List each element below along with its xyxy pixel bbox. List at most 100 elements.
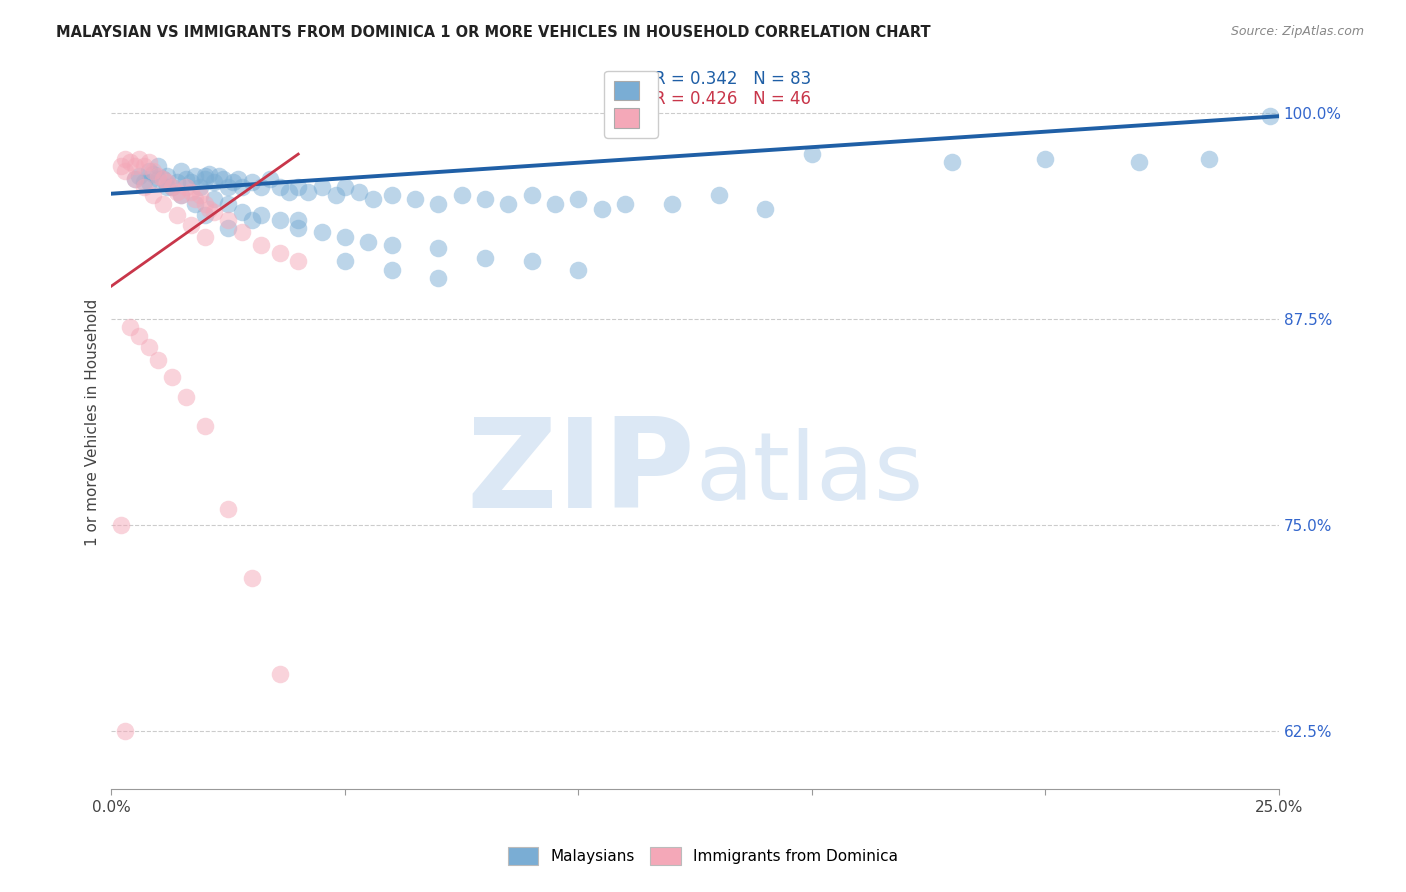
Point bbox=[404, 192, 426, 206]
Point bbox=[226, 172, 249, 186]
Point bbox=[188, 180, 211, 194]
Point bbox=[259, 172, 281, 186]
Point bbox=[120, 320, 142, 334]
Point bbox=[198, 167, 221, 181]
Point bbox=[1258, 109, 1281, 123]
Point bbox=[269, 213, 291, 227]
Point bbox=[146, 159, 169, 173]
Point bbox=[222, 175, 245, 189]
Point bbox=[170, 163, 193, 178]
Text: R = 0.342   N = 83: R = 0.342 N = 83 bbox=[654, 70, 811, 88]
Text: R = 0.426   N = 46: R = 0.426 N = 46 bbox=[654, 90, 811, 108]
Point bbox=[240, 571, 263, 585]
Point bbox=[269, 180, 291, 194]
Y-axis label: 1 or more Vehicles in Household: 1 or more Vehicles in Household bbox=[86, 299, 100, 546]
Point bbox=[333, 180, 356, 194]
Point bbox=[184, 192, 207, 206]
Point bbox=[156, 175, 179, 189]
Point bbox=[194, 196, 217, 211]
Point bbox=[128, 328, 150, 343]
Point bbox=[138, 340, 160, 354]
Point bbox=[217, 213, 239, 227]
Point bbox=[567, 192, 589, 206]
Point bbox=[110, 159, 132, 173]
Point bbox=[240, 213, 263, 227]
Point bbox=[208, 169, 231, 183]
Point bbox=[194, 169, 217, 183]
Point bbox=[567, 262, 589, 277]
Point bbox=[142, 167, 165, 181]
Point bbox=[160, 180, 183, 194]
Point bbox=[156, 169, 179, 183]
Point bbox=[754, 202, 776, 216]
Point bbox=[110, 518, 132, 533]
Point bbox=[217, 221, 239, 235]
Point bbox=[170, 188, 193, 202]
Point bbox=[174, 180, 197, 194]
Point bbox=[198, 202, 221, 216]
Point bbox=[114, 152, 136, 166]
Point bbox=[160, 369, 183, 384]
Point bbox=[170, 188, 193, 202]
Point bbox=[174, 390, 197, 404]
Point bbox=[217, 501, 239, 516]
Point bbox=[166, 185, 188, 199]
Point bbox=[800, 147, 823, 161]
Point bbox=[180, 175, 202, 189]
Point bbox=[277, 185, 299, 199]
Point bbox=[217, 180, 239, 194]
Text: atlas: atlas bbox=[695, 427, 924, 519]
Point bbox=[138, 175, 160, 189]
Point bbox=[427, 241, 450, 255]
Point bbox=[707, 188, 730, 202]
Point bbox=[212, 172, 235, 186]
Point bbox=[231, 204, 253, 219]
Point bbox=[160, 180, 183, 194]
Point bbox=[357, 235, 380, 249]
Point bbox=[166, 208, 188, 222]
Point bbox=[381, 188, 404, 202]
Point bbox=[124, 172, 146, 186]
Point bbox=[269, 246, 291, 260]
Point bbox=[174, 172, 197, 186]
Point bbox=[120, 155, 142, 169]
Point bbox=[544, 196, 567, 211]
Point bbox=[361, 192, 384, 206]
Text: ZIP: ZIP bbox=[467, 413, 695, 534]
Point bbox=[520, 188, 543, 202]
Point bbox=[287, 254, 309, 268]
Text: Source: ZipAtlas.com: Source: ZipAtlas.com bbox=[1230, 25, 1364, 38]
Point bbox=[180, 218, 202, 232]
Point bbox=[520, 254, 543, 268]
Text: MALAYSIAN VS IMMIGRANTS FROM DOMINICA 1 OR MORE VEHICLES IN HOUSEHOLD CORRELATIO: MALAYSIAN VS IMMIGRANTS FROM DOMINICA 1 … bbox=[56, 25, 931, 40]
Point bbox=[381, 262, 404, 277]
Point bbox=[381, 237, 404, 252]
Point bbox=[661, 196, 683, 211]
Point bbox=[138, 155, 160, 169]
Point bbox=[1128, 155, 1150, 169]
Point bbox=[194, 229, 217, 244]
Point bbox=[311, 180, 333, 194]
Point bbox=[180, 185, 202, 199]
Point bbox=[474, 251, 496, 265]
Point bbox=[128, 169, 150, 183]
Point bbox=[1198, 152, 1220, 166]
Point bbox=[202, 175, 225, 189]
Point bbox=[194, 172, 217, 186]
Point bbox=[114, 163, 136, 178]
Point bbox=[591, 202, 613, 216]
Point bbox=[941, 155, 963, 169]
Point bbox=[194, 208, 217, 222]
Point bbox=[138, 163, 160, 178]
Point bbox=[194, 419, 217, 434]
Point bbox=[152, 172, 174, 186]
Legend: Malaysians, Immigrants from Dominica: Malaysians, Immigrants from Dominica bbox=[502, 841, 904, 871]
Point bbox=[146, 353, 169, 368]
Point bbox=[132, 180, 155, 194]
Point bbox=[287, 180, 309, 194]
Point bbox=[614, 196, 637, 211]
Point bbox=[146, 172, 169, 186]
Point bbox=[311, 225, 333, 239]
Point bbox=[240, 175, 263, 189]
Point bbox=[347, 185, 370, 199]
